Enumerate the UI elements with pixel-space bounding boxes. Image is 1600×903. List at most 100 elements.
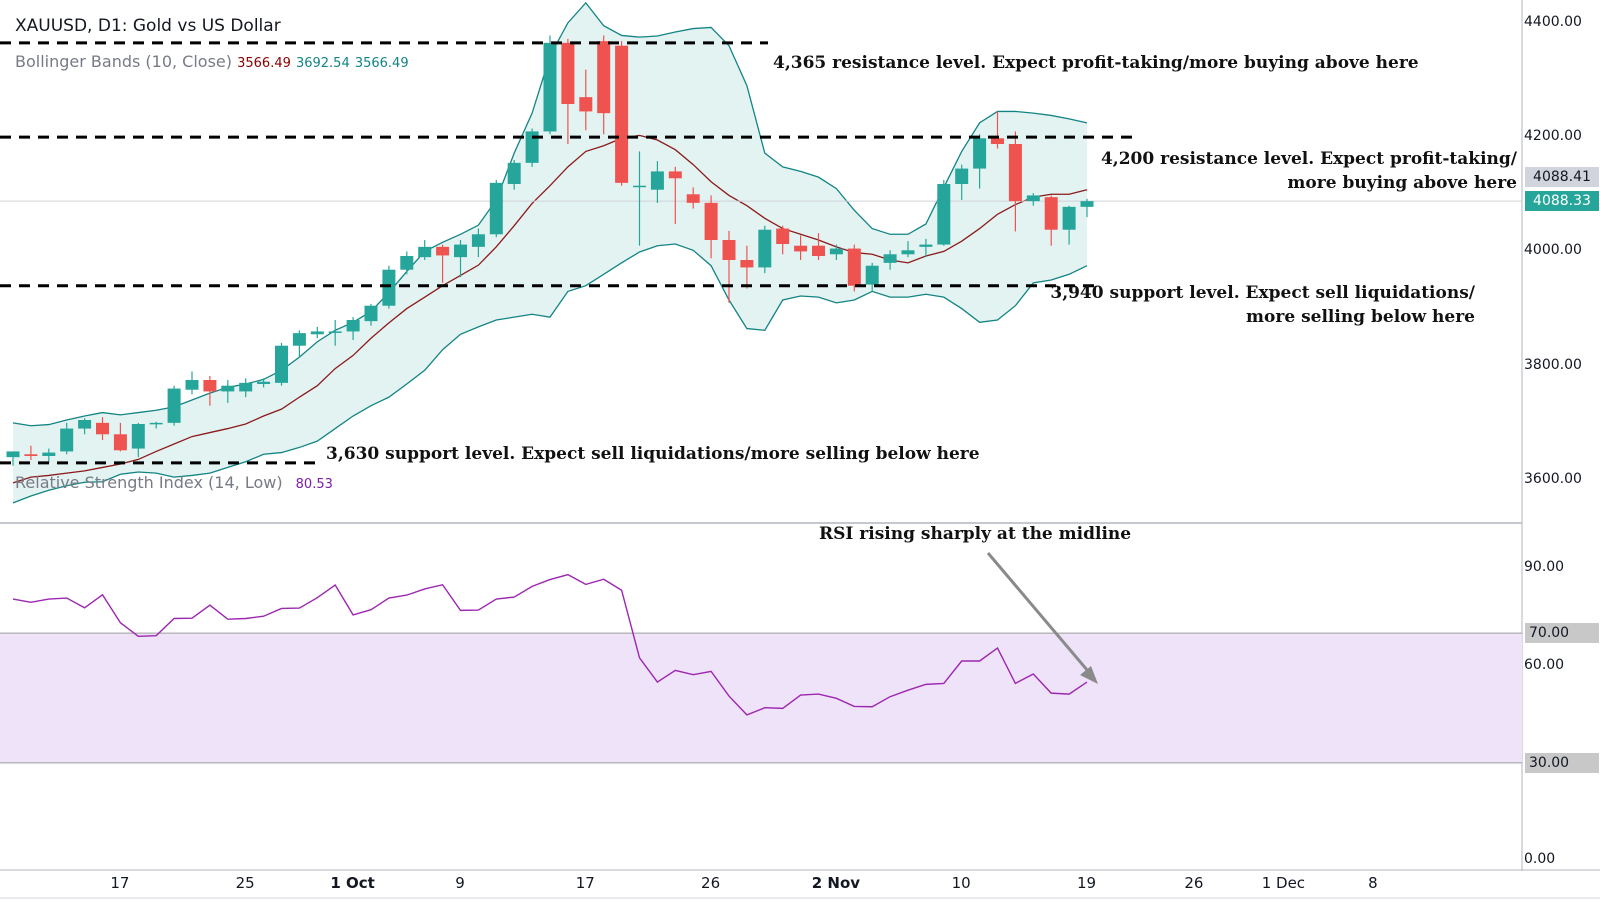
rsi-line — [12, 573, 1088, 716]
candle-body — [1044, 197, 1058, 230]
candle — [937, 180, 951, 246]
candle — [883, 250, 897, 270]
candle — [686, 187, 700, 209]
candle — [328, 320, 342, 346]
rsi-label: Relative Strength Index (14, Low) — [15, 473, 283, 492]
annotation-res-4200: 4,200 resistance level. Expect profit-ta… — [1101, 147, 1517, 195]
candle-body — [310, 331, 324, 335]
x-tick-label: 2 Nov — [811, 874, 861, 892]
candle-body — [292, 333, 306, 346]
candle-body — [865, 265, 879, 285]
rsi-tick-label: 60.00 — [1524, 656, 1565, 673]
x-tick-label: 26 — [1184, 874, 1204, 892]
bollinger-legend[interactable]: Bollinger Bands (10, Close) 3566.49 3692… — [15, 52, 409, 71]
candle-body — [60, 428, 74, 452]
candle-body — [847, 248, 861, 286]
candle-body — [722, 240, 736, 260]
candle — [865, 262, 879, 292]
candle-body — [776, 228, 790, 244]
candle-body — [203, 380, 217, 392]
candle-body — [257, 381, 271, 384]
x-tick-label: 9 — [455, 874, 465, 892]
level-lines — [0, 41, 1138, 465]
annotation-res-4365: 4,365 resistance level. Expect profit-ta… — [773, 53, 1419, 73]
candle — [973, 134, 987, 189]
candle — [436, 244, 450, 283]
candle — [418, 240, 432, 260]
candle-body — [131, 424, 145, 449]
x-tick-label: 1 Oct — [330, 874, 375, 892]
candle-body — [829, 248, 843, 255]
candle — [60, 422, 74, 455]
price-tick-label: 4000.00 — [1524, 242, 1582, 259]
candle-body — [400, 256, 414, 270]
candles — [6, 35, 1094, 466]
candle-body — [615, 45, 629, 183]
candle — [239, 378, 253, 398]
candle-body — [758, 229, 772, 268]
annotation-sup-3940-line2: more selling below here — [1246, 307, 1475, 327]
x-tick-label: 1 Dec — [1261, 874, 1306, 892]
annotation-sup-3940: 3,940 support level. Expect sell liquida… — [1050, 281, 1475, 329]
rsi-legend[interactable]: Relative Strength Index (14, Low) 80.53 — [15, 473, 333, 492]
candle — [471, 228, 485, 258]
candle — [955, 164, 969, 200]
rsi-tick-label: 0.00 — [1524, 851, 1556, 868]
rsi-band-fill — [0, 633, 1522, 763]
x-tick-label: 25 — [235, 874, 255, 892]
candle — [1080, 198, 1094, 218]
x-tick-label: 10 — [951, 874, 971, 892]
candle — [740, 245, 754, 289]
candle-body — [471, 234, 485, 247]
candle-body — [382, 269, 396, 306]
candle — [346, 317, 360, 340]
candle-body — [525, 131, 539, 163]
candle — [615, 41, 629, 186]
candle-body — [579, 97, 593, 112]
bb-value-basis: 3566.49 — [354, 56, 409, 71]
rsi-band-tag: 70.00 — [1525, 623, 1599, 644]
rsi-arrow — [986, 552, 1095, 678]
candle-body — [364, 305, 378, 322]
rsi-value: 80.53 — [295, 477, 333, 492]
candle — [991, 111, 1004, 149]
candle-body — [78, 420, 92, 429]
candle — [364, 304, 378, 326]
candle — [292, 330, 306, 358]
candle-body — [1080, 201, 1094, 207]
candle — [489, 180, 503, 238]
candle — [257, 378, 271, 388]
rsi-series — [12, 573, 1088, 716]
candle — [704, 195, 718, 259]
candle-body — [113, 434, 127, 451]
candle — [1026, 193, 1040, 206]
candle-body — [973, 138, 987, 169]
candle — [113, 422, 127, 452]
candle — [131, 422, 145, 458]
candle — [919, 238, 933, 258]
annotation-res-4200-line2: more buying above here — [1287, 173, 1517, 193]
annotation-sup-3940-line1: 3,940 support level. Expect sell liquida… — [1050, 283, 1475, 303]
candle — [597, 35, 611, 135]
candle-body — [668, 171, 682, 179]
candle — [6, 451, 20, 466]
annotation-sup-3630: 3,630 support level. Expect sell liquida… — [326, 444, 980, 464]
candle-body — [149, 422, 163, 425]
candle-body — [597, 41, 611, 114]
candle — [167, 385, 181, 426]
candle — [185, 371, 199, 395]
x-tick-label: 8 — [1368, 874, 1378, 892]
candle — [275, 342, 288, 386]
bb-lower-line — [12, 243, 1088, 504]
candle-body — [328, 331, 342, 333]
bb-value-upper: 3692.54 — [295, 56, 350, 71]
rsi-arrow-head — [1080, 666, 1098, 684]
candle — [1062, 205, 1076, 245]
x-tick-label: 17 — [575, 874, 595, 892]
annotation-res-4200-line1: 4,200 resistance level. Expect profit-ta… — [1100, 149, 1517, 169]
candle — [561, 38, 575, 144]
rsi-tick-label: 90.00 — [1524, 559, 1565, 576]
candle-body — [1008, 144, 1022, 202]
candle-body — [221, 385, 235, 392]
